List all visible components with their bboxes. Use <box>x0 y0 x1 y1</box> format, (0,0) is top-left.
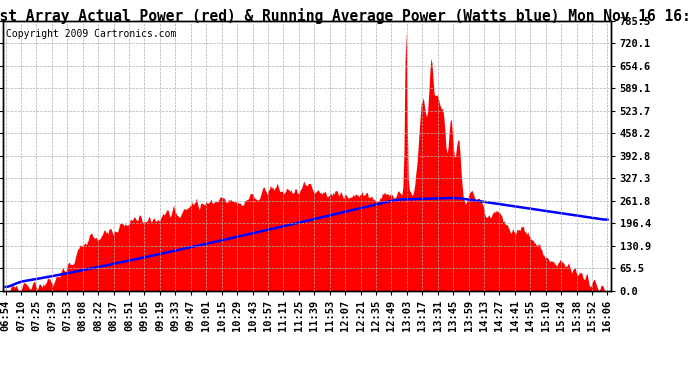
Text: East Array Actual Power (red) & Running Average Power (Watts blue) Mon Nov 16 16: East Array Actual Power (red) & Running … <box>0 8 690 24</box>
Text: Copyright 2009 Cartronics.com: Copyright 2009 Cartronics.com <box>6 29 177 39</box>
